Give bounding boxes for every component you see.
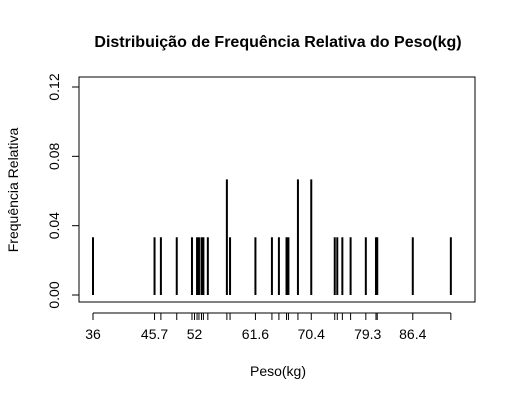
x-tick-label: 70.4 — [298, 326, 325, 342]
chart-title: Distribuição de Frequência Relativa do P… — [94, 34, 461, 51]
y-tick-label: 0.08 — [46, 142, 62, 169]
y-axis: 0.00 0.04 0.08 0.12 — [46, 73, 80, 309]
x-tick-label: 52 — [187, 326, 203, 342]
y-tick-label: 0.04 — [46, 212, 62, 239]
y-tick-label: 0.00 — [46, 281, 62, 308]
x-tick-label: 79.3 — [354, 326, 381, 342]
x-tick-label: 86.4 — [399, 326, 426, 342]
y-tick-label: 0.12 — [46, 73, 62, 100]
plot-frame — [78, 76, 476, 303]
x-tick-label: 36 — [85, 326, 101, 342]
x-axis-label: Peso(kg) — [250, 363, 306, 379]
x-tick-label: 45.7 — [141, 326, 168, 342]
y-axis-label: Frequência Relativa — [5, 128, 21, 253]
spike-layer — [92, 179, 452, 295]
x-tick-label: 61.6 — [242, 326, 269, 342]
x-axis: 36 45.7 52 61.6 70.4 79.3 86.4 — [85, 312, 452, 342]
